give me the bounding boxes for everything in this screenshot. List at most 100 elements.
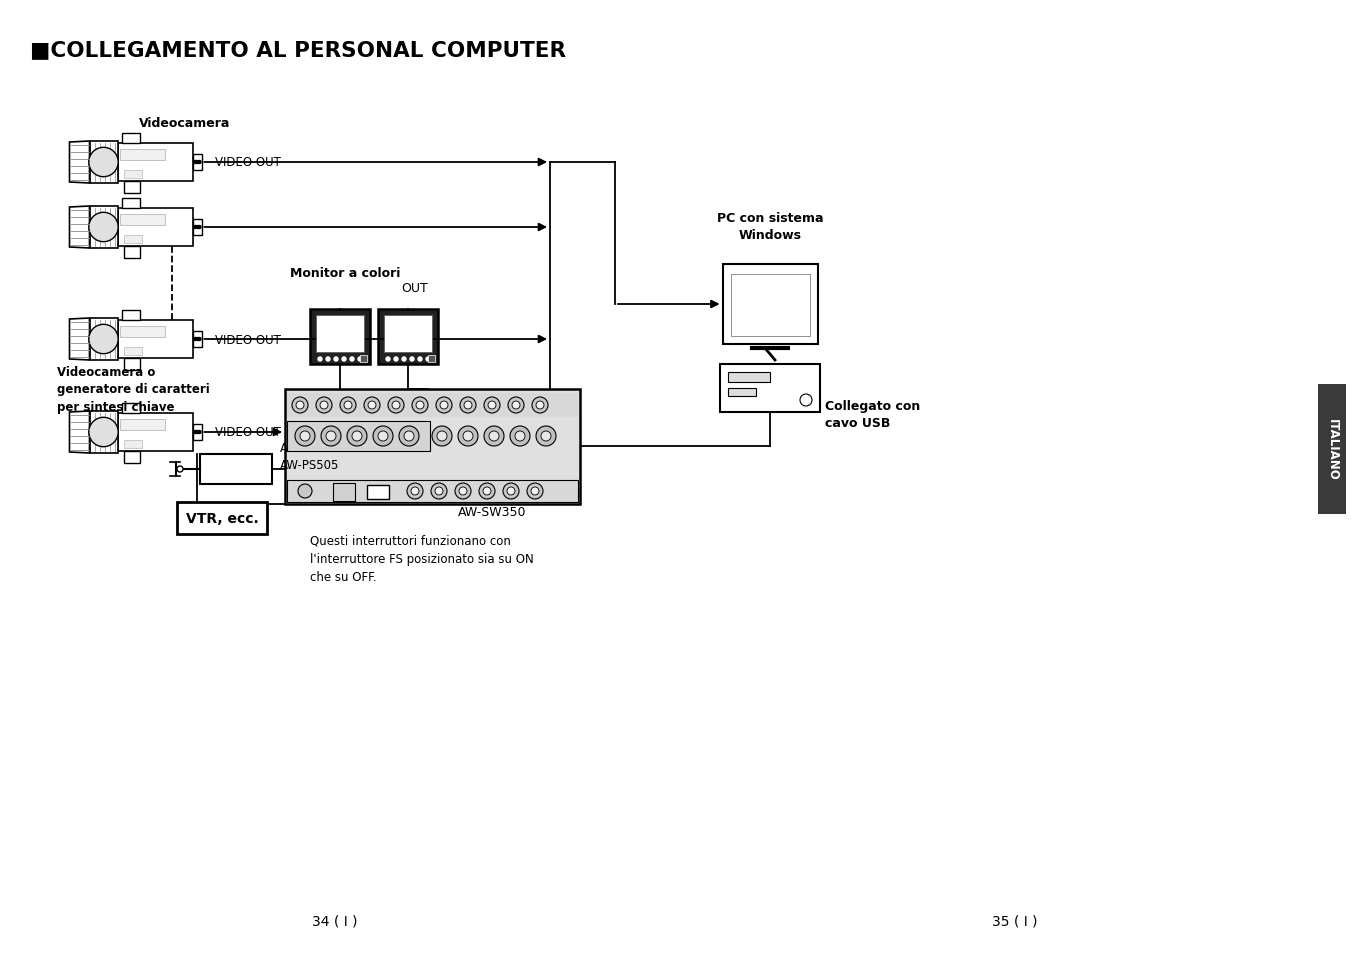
Bar [123,247,139,258]
Circle shape [426,357,430,361]
Circle shape [392,401,400,410]
Circle shape [195,161,197,164]
Circle shape [436,432,447,441]
Circle shape [196,431,199,434]
Circle shape [317,357,322,361]
Circle shape [295,427,315,447]
Circle shape [326,432,336,441]
Bar [731,274,809,336]
Bar [123,171,142,179]
Circle shape [435,488,443,496]
Circle shape [484,427,504,447]
Circle shape [431,483,447,499]
Circle shape [459,397,476,414]
Circle shape [89,417,118,447]
Bar [122,133,139,144]
Circle shape [440,401,449,410]
Circle shape [508,397,524,414]
Circle shape [463,432,473,441]
Polygon shape [69,412,89,454]
Text: VIDEO OUT: VIDEO OUT [215,426,281,439]
Circle shape [196,338,199,341]
Circle shape [394,357,399,361]
Circle shape [489,432,499,441]
Circle shape [503,483,519,499]
Circle shape [488,401,496,410]
Polygon shape [69,142,89,184]
Circle shape [432,427,453,447]
Bar [309,310,370,365]
Bar [728,389,757,396]
Bar [122,199,139,209]
Circle shape [340,397,357,414]
Text: Questi interruttori funzionano con
l'interruttore FS posizionato sia su ON
che s: Questi interruttori funzionano con l'int… [309,535,534,583]
Text: 34 ( I ): 34 ( I ) [312,914,358,928]
Circle shape [196,161,199,164]
Circle shape [536,401,544,410]
Text: ■COLLEGAMENTO AL PERSONAL COMPUTER: ■COLLEGAMENTO AL PERSONAL COMPUTER [30,40,566,60]
Polygon shape [69,318,89,360]
Circle shape [532,397,549,414]
Bar [286,394,578,417]
Text: Videocamera o
generatore di caratteri
per sintesi chiave: Videocamera o generatore di caratteri pe… [57,365,209,414]
Bar [192,220,201,235]
Circle shape [199,226,201,230]
Text: PC con sistema
Windows: PC con sistema Windows [717,212,823,242]
Bar [728,373,770,382]
Bar [428,355,435,363]
Circle shape [378,432,388,441]
Circle shape [353,432,362,441]
Circle shape [403,357,407,361]
Bar [723,265,817,345]
Circle shape [412,397,428,414]
Circle shape [531,488,539,496]
Text: OUT: OUT [401,282,428,294]
Text: VIDEO OUT: VIDEO OUT [215,156,281,170]
Circle shape [320,401,328,410]
Bar [123,452,139,463]
Bar [384,315,432,353]
Text: AW-SW350: AW-SW350 [458,506,527,519]
Circle shape [292,397,308,414]
Text: Monitor a colori: Monitor a colori [290,267,400,280]
Circle shape [536,427,557,447]
Circle shape [296,401,304,410]
Bar [332,483,355,501]
Circle shape [199,431,201,434]
Bar [1319,385,1346,515]
Bar [119,419,165,431]
Circle shape [367,401,376,410]
Bar [123,348,142,355]
Circle shape [416,401,424,410]
Circle shape [407,483,423,499]
Circle shape [195,431,197,434]
Circle shape [509,427,530,447]
Bar [123,235,142,244]
Bar [118,209,192,247]
Circle shape [463,401,471,410]
Circle shape [195,338,197,341]
Circle shape [459,488,467,496]
Circle shape [196,226,199,230]
Circle shape [177,467,182,473]
Bar [367,485,389,499]
Circle shape [399,427,419,447]
Bar [123,440,142,449]
Circle shape [484,488,490,496]
Bar [122,311,139,320]
Bar [89,142,118,184]
Circle shape [299,484,312,498]
Text: Adattatore c.a.
AW-PS505: Adattatore c.a. AW-PS505 [280,441,367,472]
Circle shape [199,338,201,341]
Circle shape [89,325,118,355]
Circle shape [800,395,812,407]
Circle shape [326,357,330,361]
Circle shape [515,432,526,441]
Circle shape [388,397,404,414]
Circle shape [345,401,353,410]
Circle shape [199,161,201,164]
Bar [122,403,139,414]
Circle shape [512,401,520,410]
Circle shape [527,483,543,499]
Bar [192,424,201,440]
